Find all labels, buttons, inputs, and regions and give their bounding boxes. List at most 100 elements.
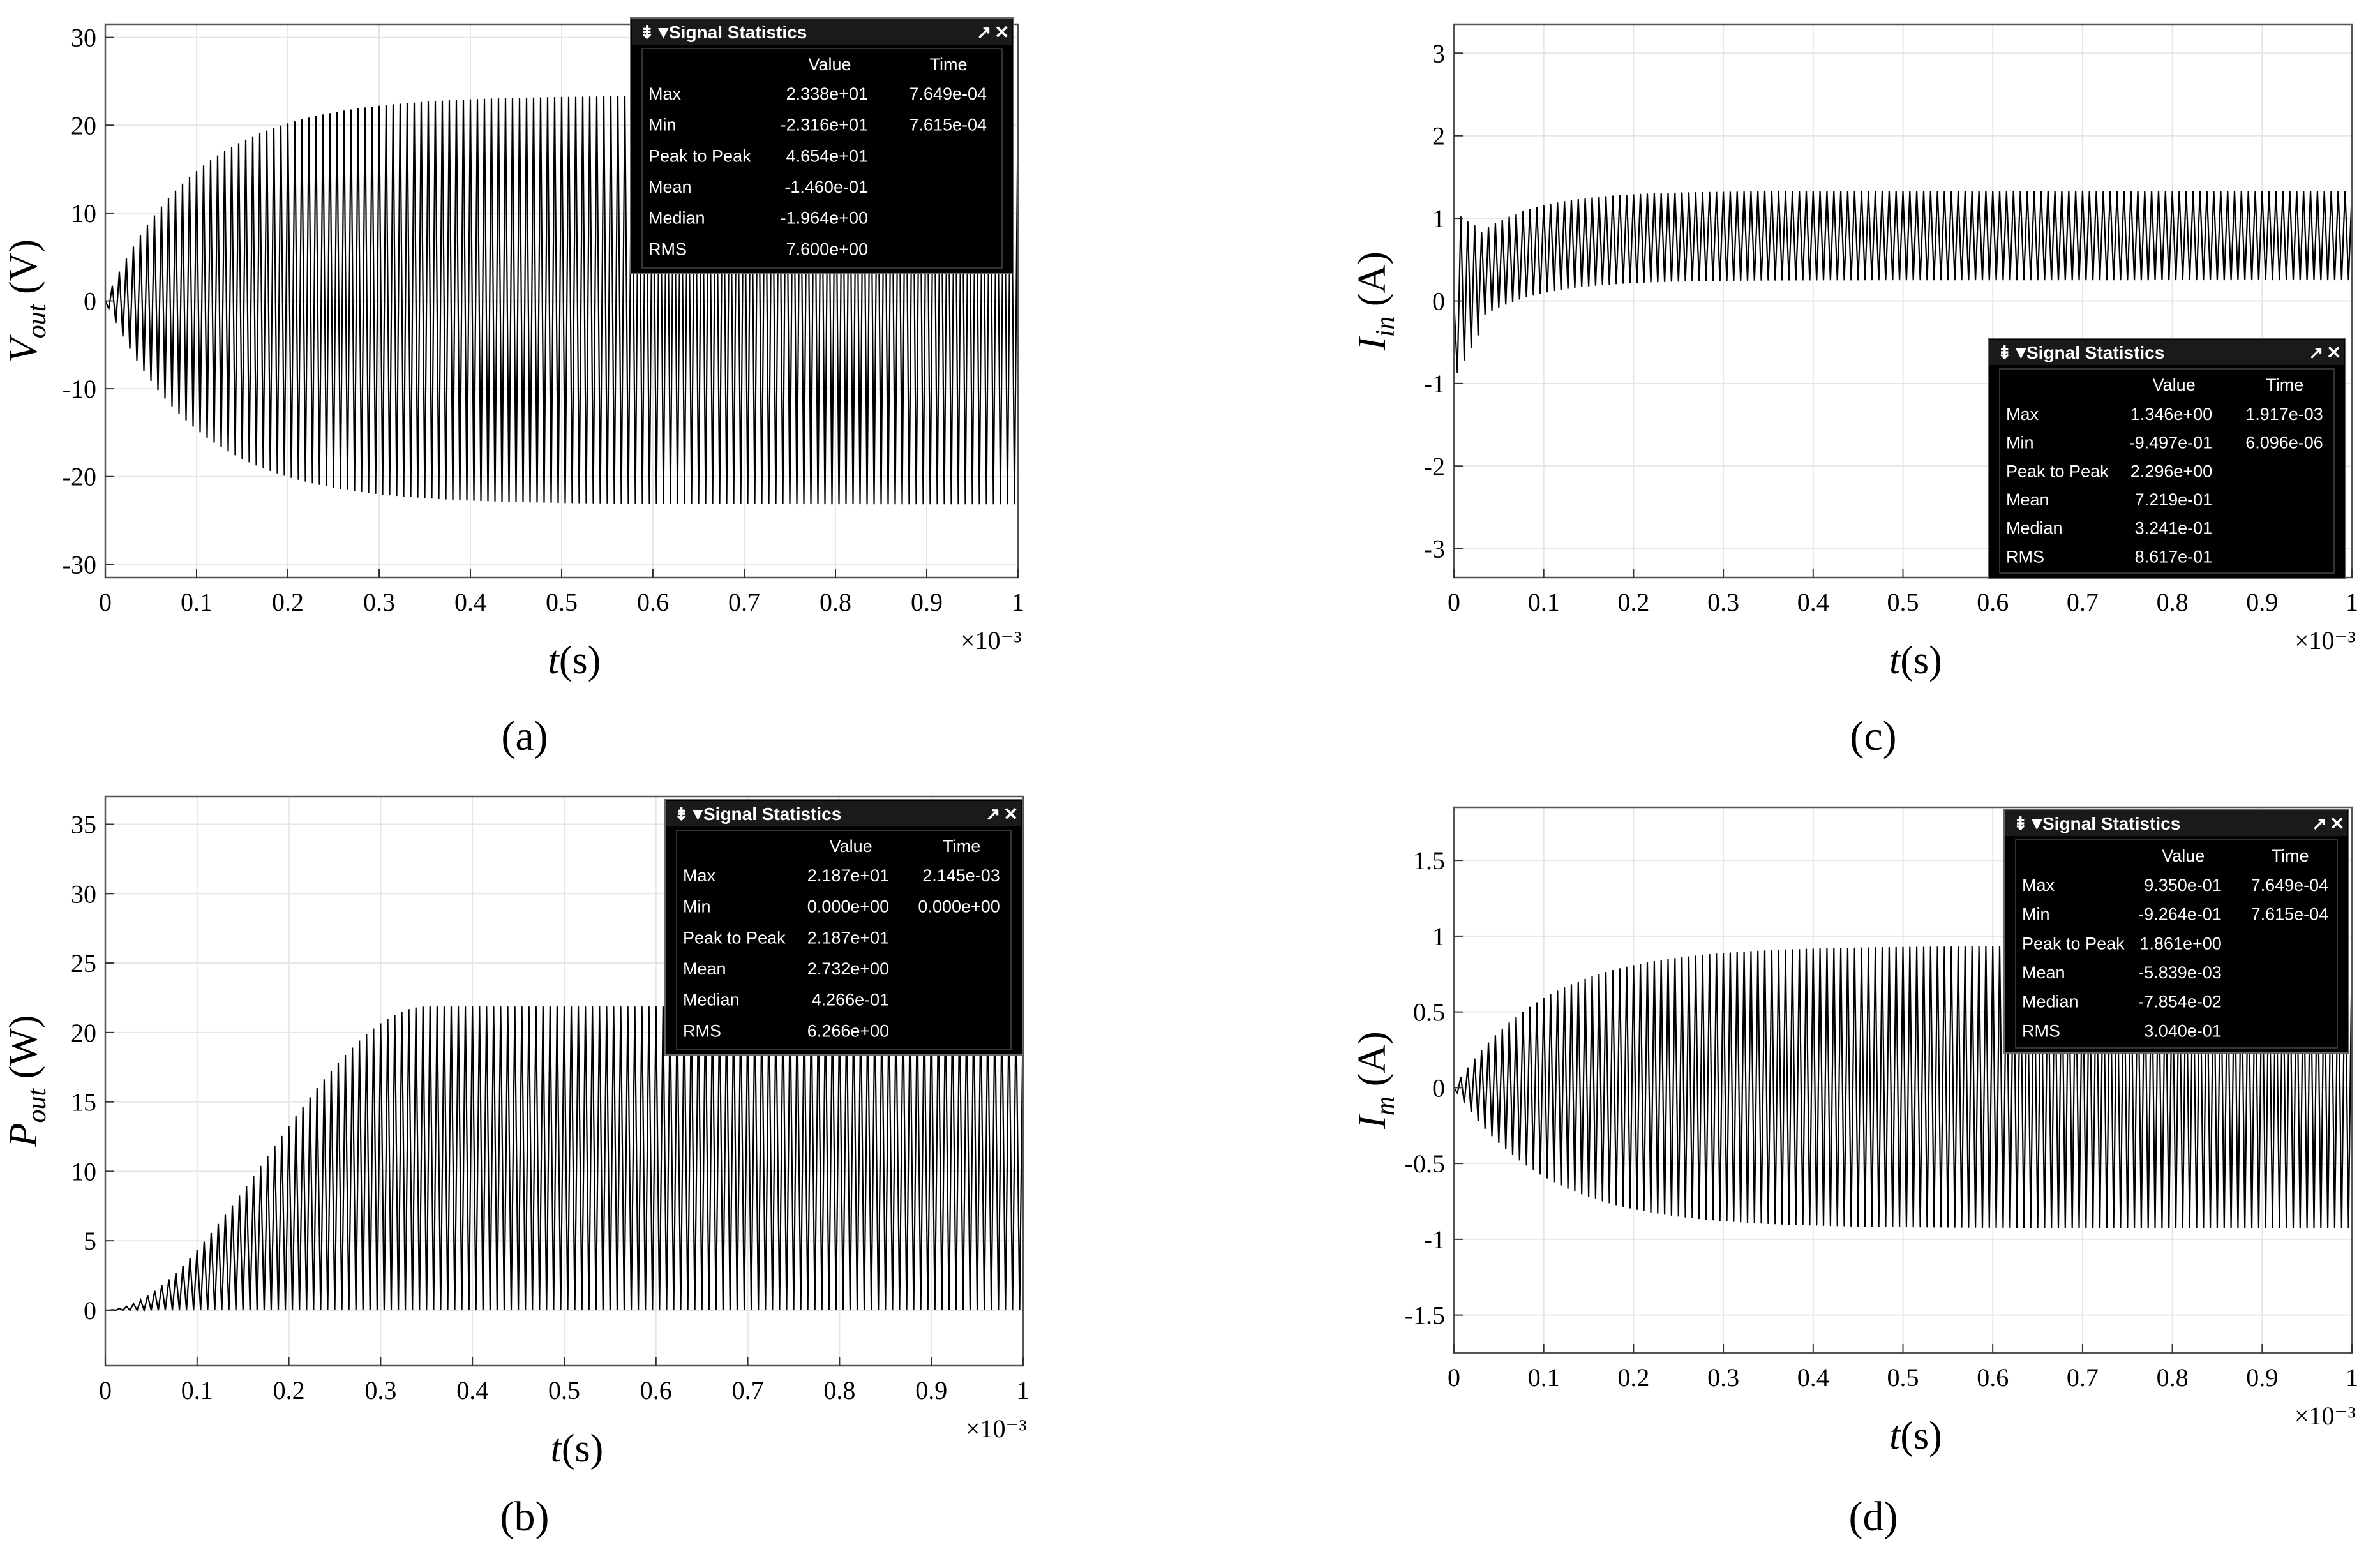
y-axis-symbol: I [1351,335,1394,351]
stat-close-icon[interactable]: ✕ [2326,343,2341,362]
stat-window-titlebar [2005,810,2347,836]
y-tick-label: 1 [1432,922,1445,951]
x-axis-symbol: t [1889,639,1901,682]
stat-close-icon[interactable]: ✕ [994,22,1009,42]
x-tick-label: 0 [99,1376,112,1405]
waveform-line [105,1006,1024,1313]
stat-close-icon[interactable]: ✕ [1003,804,1018,824]
stat-row-label: Max [2022,876,2055,895]
x-multiplier-label: ×10⁻³ [966,1414,1027,1443]
chart-panel-d: 0 0.1 0.2 0.3 0.4 0.5 0.6 0.7 0.8 0.9 1 -1.5 -1 -0.5 0… [1351,806,2358,1540]
x-tick-label: 0.4 [1797,1363,1829,1392]
stat-column-header-time: Time [2266,375,2303,394]
y-tick-label: -30 [63,550,96,579]
y-tick-label: 0 [1432,1073,1445,1102]
panel-caption: (d) [1849,1493,1898,1540]
stat-row-time: 7.649e-04 [2251,876,2329,895]
stat-row-value: 9.350e-01 [2144,876,2222,895]
x-tick-label: 0.6 [1977,1363,2009,1392]
stat-window-title: Signal Statistics [669,22,807,42]
stat-row-value: 4.654e+01 [786,146,868,165]
x-tick-label: 0 [1448,588,1460,616]
x-tick-label: 0.3 [363,588,395,616]
x-tick-label: 0.1 [181,588,213,616]
x-tick-label: 1 [1017,1376,1030,1405]
y-axis-subscript: out [22,1088,52,1123]
y-tick-label: 35 [71,810,96,839]
stat-row-label: Max [683,866,716,885]
stat-collapse-icon[interactable]: ⇟▼ [674,804,707,824]
stat-row-value: 6.266e+00 [807,1021,889,1040]
stat-row-label: Median [2006,519,2063,538]
stat-window-title: Signal Statistics [2026,343,2164,362]
stat-collapse-icon[interactable]: ⇟▼ [2013,814,2046,833]
stat-undock-icon[interactable]: ↗ [977,22,991,42]
y-axis-label: Iin (A) [1351,251,1400,351]
stat-undock-icon[interactable]: ↗ [2309,343,2323,362]
x-tick-label: 0.6 [640,1376,672,1405]
x-tick-label: 0.1 [1528,588,1560,616]
stat-window-title: Signal Statistics [703,804,841,824]
stat-collapse-icon[interactable]: ⇟▼ [640,22,672,42]
x-tick-label: 0.7 [2067,1363,2099,1392]
y-axis-symbol: V [2,334,45,362]
x-tick-label: 0.9 [2246,588,2278,616]
stat-row-label: Mean [2022,963,2065,982]
stat-row-value: 2.187e+01 [807,866,889,885]
stat-undock-icon[interactable]: ↗ [2312,814,2326,833]
signal-statistics-panel: ⇟▼Signal Statistics ↗ ✕ Value Time Max 2.187e+… [664,799,1023,1056]
x-tick-label: 0.6 [1977,588,2009,616]
stat-row-label: Mean [683,959,726,978]
stat-row-value: -1.964e+00 [781,209,868,228]
y-tick-label: 0.5 [1413,998,1445,1027]
stat-row-label: Min [648,116,677,135]
stat-row-value: 1.861e+00 [2139,934,2221,953]
y-tick-label: 15 [71,1088,96,1117]
x-axis-label: t(s) [551,1427,604,1470]
x-tick-label: 1 [2346,588,2358,616]
stat-row-label: Median [648,209,705,228]
y-axis-subscript: m [1371,1096,1400,1116]
stat-row-value: -7.854e-02 [2138,992,2222,1012]
y-tick-label: -1 [1424,370,1445,398]
x-tick-label: 0.4 [456,1376,488,1405]
stat-row-label: Median [2022,992,2079,1012]
stat-row-value: -9.497e-01 [2129,433,2213,452]
x-tick-label: 1 [2346,1363,2358,1392]
y-tick-label: 10 [71,1157,96,1186]
x-tick-label: 0.9 [2246,1363,2278,1392]
stat-column-header-value: Value [2162,846,2205,865]
stat-row-label: Peak to Peak [648,146,751,165]
stat-column-header-time: Time [2272,846,2309,865]
y-tick-label: 0 [84,287,96,316]
y-axis-symbol: I [1351,1114,1394,1130]
stat-row-time: 2.145e-03 [922,866,1000,885]
y-tick-label: 25 [71,949,96,978]
y-tick-label: 10 [71,199,96,228]
stat-row-label: Min [683,897,711,916]
stat-undock-icon[interactable]: ↗ [985,804,1000,824]
x-axis-label: t(s) [1889,639,1942,682]
stat-collapse-icon[interactable]: ⇟▼ [1997,343,2030,362]
x-tick-label: 0.7 [732,1376,764,1405]
stat-row-label: Mean [648,177,692,197]
stat-row-value: 7.600e+00 [786,239,868,258]
y-tick-label: 0 [1432,287,1445,316]
stat-row-time: 0.000e+00 [918,897,1000,916]
stat-row-value: 0.000e+00 [807,897,889,916]
x-tick-label: 0.9 [911,588,943,616]
stat-row-value: 3.040e-01 [2144,1021,2222,1040]
stat-row-label: RMS [2006,547,2044,566]
stat-row-value: 4.266e-01 [812,990,890,1010]
stat-row-time: 1.917e-03 [2245,405,2323,424]
y-tick-label: -1.5 [1405,1301,1445,1330]
waveform-line [105,95,1019,505]
stat-row-label: Max [648,84,682,103]
y-tick-label: -10 [63,375,96,403]
waveform-line [1453,191,2353,373]
x-tick-label: 0.1 [181,1376,213,1405]
x-multiplier-label: ×10⁻³ [961,626,1022,655]
stat-column-header-value: Value [830,837,872,856]
stat-close-icon[interactable]: ✕ [2330,814,2344,833]
stat-row-label: Min [2006,433,2034,452]
